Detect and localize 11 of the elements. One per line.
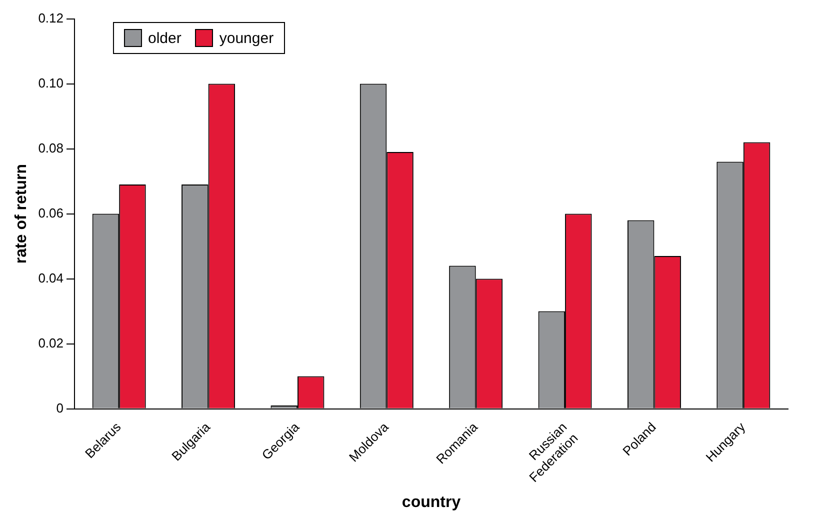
y-tick-label: 0.06 xyxy=(38,205,64,220)
y-tick-label: 0.10 xyxy=(38,75,64,90)
y-tick-label: 0.12 xyxy=(38,10,64,26)
y-tick-label: 0.08 xyxy=(38,140,64,156)
y-tick-label: 0.02 xyxy=(38,335,64,350)
legend-label: younger xyxy=(219,30,274,46)
y-tick-label: 0.04 xyxy=(38,270,64,286)
legend-label: older xyxy=(148,30,182,46)
y-axis-title: rate of return xyxy=(13,164,30,264)
y-tick-label: 0 xyxy=(56,400,64,416)
x-axis-title: country xyxy=(402,494,461,511)
